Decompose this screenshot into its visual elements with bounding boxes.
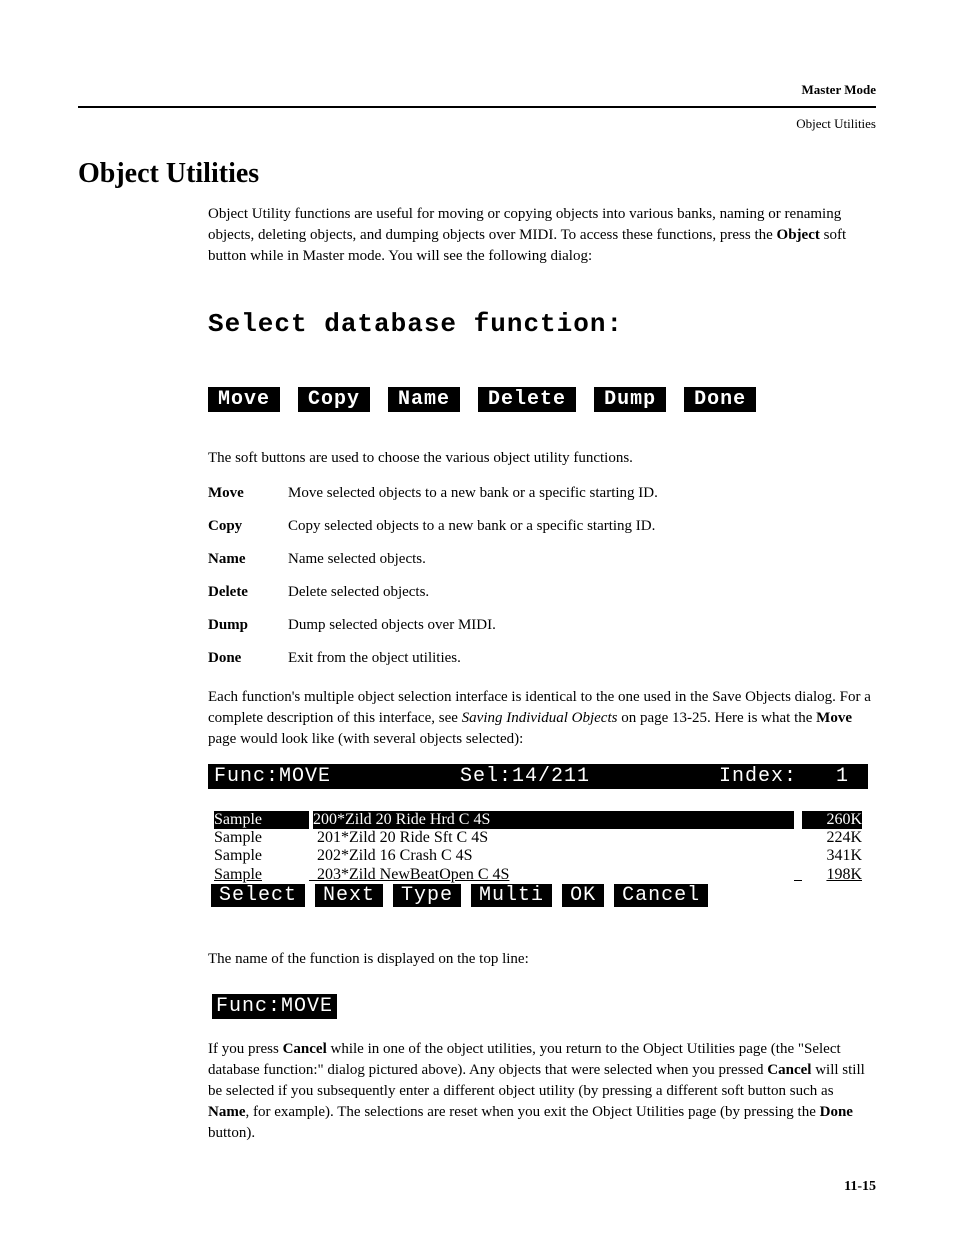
term-dump: Dump — [208, 615, 278, 636]
move-btn-cancel[interactable]: Cancel — [614, 884, 708, 907]
move-btn-type[interactable]: Type — [393, 884, 461, 907]
def-done: Exit from the object utilities. — [288, 648, 876, 669]
move-top-index: Index: — [719, 765, 797, 788]
move-row-2-type: Sample — [214, 847, 309, 865]
move-row-2-gap2 — [794, 847, 802, 865]
term-move: Move — [208, 483, 278, 504]
move-gap — [208, 789, 868, 811]
move-row-3-type: Sample — [214, 866, 309, 884]
final-i: button). — [208, 1125, 255, 1141]
move-row-0-type: Sample — [214, 811, 309, 829]
intro-object-word: Object — [777, 227, 820, 243]
def-delete: Delete selected objects. — [288, 582, 876, 603]
def-copy: Copy selected objects to a new bank or a… — [288, 516, 876, 537]
def-name: Name selected objects. — [288, 549, 876, 570]
move-row-1-mid: 201*Zild 20 Ride Sft C 4S — [317, 829, 794, 847]
move-row-1-size: 224K — [802, 829, 862, 847]
lcd-dialog: Select database function: Move Copy Name… — [208, 309, 876, 412]
move-top-func: Func:MOVE — [214, 765, 331, 788]
move-row-3[interactable]: Sample 203*Zild NewBeatOpen C 4S 198K — [208, 866, 868, 884]
move-row-3-size: 198K — [802, 866, 862, 884]
move-row-0[interactable]: Sample 200*Zild 20 Ride Hrd C 4S 260K — [208, 811, 868, 829]
move-btn-multi[interactable]: Multi — [471, 884, 552, 907]
def-dump: Dump selected objects over MIDI. — [288, 615, 876, 636]
softbtn-name[interactable]: Name — [388, 387, 460, 412]
move-table: Sample 200*Zild 20 Ride Hrd C 4S 260K Sa… — [208, 811, 868, 885]
move-row-2-mid: 202*Zild 16 Crash C 4S — [317, 847, 794, 865]
lcd-softbutton-row: Move Copy Name Delete Dump Done — [208, 387, 876, 412]
after-defs-post: page would look like (with several objec… — [208, 731, 523, 747]
move-row-3-mid: 203*Zild NewBeatOpen C 4S — [317, 866, 794, 884]
definition-list: Move Move selected objects to a new bank … — [208, 483, 876, 669]
final-paragraph: If you press Cancel while in one of the … — [208, 1039, 876, 1144]
move-screen: Func:MOVE Sel:14/211 Index: 1 Sample 200… — [208, 764, 868, 908]
intro-paragraph: Object Utility functions are useful for … — [208, 204, 876, 267]
move-row-2-size: 341K — [802, 847, 862, 865]
term-delete: Delete — [208, 582, 278, 603]
softbtns-lead: The soft buttons are used to choose the … — [208, 448, 876, 469]
move-top-idxval: 1 — [836, 765, 849, 788]
final-a: If you press — [208, 1041, 283, 1057]
move-btn-select[interactable]: Select — [211, 884, 305, 907]
move-top-spacer3 — [797, 765, 836, 788]
move-row-1[interactable]: Sample 201*Zild 20 Ride Sft C 4S 224K — [208, 829, 868, 847]
softbtn-dump[interactable]: Dump — [594, 387, 666, 412]
move-btn-next[interactable]: Next — [315, 884, 383, 907]
page-number: 11-15 — [844, 1179, 876, 1195]
softbtn-delete[interactable]: Delete — [478, 387, 576, 412]
move-row-1-gap2 — [794, 829, 802, 847]
after-defs-paragraph: Each function's multiple object selectio… — [208, 687, 876, 750]
move-row-3-gap2 — [794, 866, 802, 884]
after-move-line: The name of the function is displayed on… — [208, 949, 876, 970]
page: Master Mode Object Utilities Object Util… — [0, 0, 954, 1235]
after-defs-ital: Saving Individual Objects — [462, 710, 618, 726]
move-row-0-gap2 — [794, 811, 802, 829]
header-right: Master Mode — [78, 80, 876, 100]
move-row-0-size: 260K — [802, 811, 862, 829]
after-defs-bold: Move — [816, 710, 852, 726]
final-cancel1: Cancel — [283, 1041, 327, 1057]
def-move: Move selected objects to a new bank or a… — [288, 483, 876, 504]
softbtn-done[interactable]: Done — [684, 387, 756, 412]
softbtn-copy[interactable]: Copy — [298, 387, 370, 412]
term-copy: Copy — [208, 516, 278, 537]
body: Object Utility functions are useful for … — [208, 204, 876, 1145]
move-row-2-gap — [309, 847, 317, 865]
move-btn-ok[interactable]: OK — [562, 884, 604, 907]
move-top-spacer4 — [849, 765, 862, 788]
intro-pre: Object Utility functions are useful for … — [208, 206, 841, 243]
header-rule — [78, 106, 876, 108]
func-move-wrap: Func:MOVE — [208, 984, 876, 1039]
final-done: Done — [820, 1104, 853, 1120]
move-top-spacer1 — [331, 765, 460, 788]
final-cancel2: Cancel — [767, 1062, 811, 1078]
move-top-sel: Sel:14/211 — [460, 765, 590, 788]
header-subtitle: Object Utilities — [78, 116, 876, 132]
move-row-3-gap — [309, 866, 317, 884]
move-row-1-type: Sample — [214, 829, 309, 847]
move-row-1-gap — [309, 829, 317, 847]
move-topbar: Func:MOVE Sel:14/211 Index: 1 — [208, 764, 868, 789]
lcd-prompt: Select database function: — [208, 309, 876, 339]
final-g: , for example). The selections are reset… — [246, 1104, 820, 1120]
softbtn-move[interactable]: Move — [208, 387, 280, 412]
term-done: Done — [208, 648, 278, 669]
move-bottom-row: Select Next Type Multi OK Cancel — [208, 884, 868, 907]
final-name: Name — [208, 1104, 246, 1120]
func-move-label: Func:MOVE — [212, 994, 337, 1019]
move-row-2[interactable]: Sample 202*Zild 16 Crash C 4S 341K — [208, 847, 868, 865]
section-title: Object Utilities — [78, 158, 876, 190]
header-mode: Master Mode — [802, 82, 876, 97]
move-row-0-mid: 200*Zild 20 Ride Hrd C 4S — [313, 811, 794, 829]
move-top-spacer2 — [590, 765, 719, 788]
term-name: Name — [208, 549, 278, 570]
after-defs-mid: on page 13-25. Here is what the — [617, 710, 816, 726]
